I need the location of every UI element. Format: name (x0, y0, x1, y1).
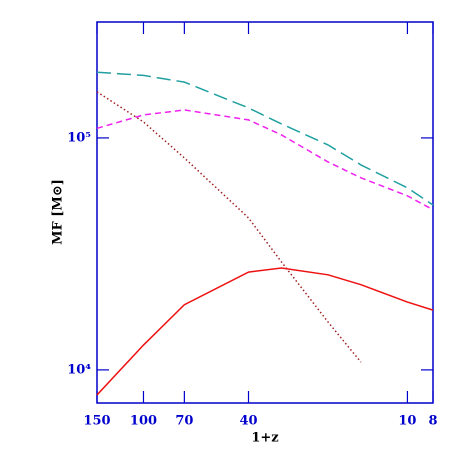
x-tick-label: 40 (239, 414, 257, 429)
x-tick-label: 10 (398, 414, 416, 429)
x-tick-label: 150 (83, 414, 110, 429)
series-line (96, 109, 434, 211)
series-line (96, 71, 434, 206)
y-tick-label: 10⁴ (67, 362, 91, 377)
x-tick-label: 8 (428, 414, 437, 429)
x-tick-label: 100 (130, 414, 157, 429)
series-line (96, 267, 434, 396)
y-tick-label: 10⁵ (67, 130, 91, 145)
series-line (96, 91, 362, 363)
plot-frame (96, 21, 434, 404)
x-axis-label: 1+z (251, 431, 278, 446)
y-axis-label: MF [M⊙] (51, 179, 66, 245)
x-tick-label: 70 (175, 414, 193, 429)
